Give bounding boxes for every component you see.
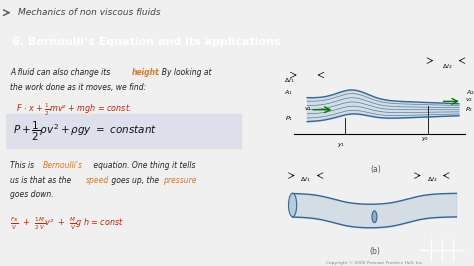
Text: Copyright © 2000 Pearson Prentice Hall, Inc.: Copyright © 2000 Pearson Prentice Hall, … bbox=[326, 261, 423, 265]
Text: $y_2$: $y_2$ bbox=[421, 135, 429, 143]
Text: $P_2$: $P_2$ bbox=[465, 105, 473, 114]
Text: $\Delta l_2$: $\Delta l_2$ bbox=[441, 62, 452, 71]
Text: (a): (a) bbox=[370, 165, 381, 174]
Text: (b): (b) bbox=[369, 247, 380, 256]
Text: equation. One thing it tells: equation. One thing it tells bbox=[91, 161, 196, 170]
Text: . By looking at: . By looking at bbox=[157, 68, 211, 77]
Text: $P_1$: $P_1$ bbox=[285, 114, 293, 123]
FancyBboxPatch shape bbox=[6, 114, 242, 149]
Text: A fluid can also change its: A fluid can also change its bbox=[10, 68, 113, 77]
Text: speed: speed bbox=[86, 176, 109, 185]
Ellipse shape bbox=[372, 211, 377, 223]
Text: $v_1$: $v_1$ bbox=[304, 105, 312, 113]
Text: $A_2$: $A_2$ bbox=[466, 88, 474, 97]
Text: goes up, the: goes up, the bbox=[109, 176, 161, 185]
Text: goes down.: goes down. bbox=[10, 190, 54, 199]
Text: us is that as the: us is that as the bbox=[10, 176, 74, 185]
Text: $A_1$: $A_1$ bbox=[284, 88, 293, 97]
Text: F $\cdot$ x + $\frac{1}{2}$mv² + mgh = const.: F $\cdot$ x + $\frac{1}{2}$mv² + mgh = c… bbox=[16, 102, 132, 118]
Text: height: height bbox=[131, 68, 159, 77]
Text: $v_2$: $v_2$ bbox=[465, 96, 473, 104]
Text: $P + \dfrac{1}{2}\rho v^2 + \rho gy\ =\ \mathit{constant}$: $P + \dfrac{1}{2}\rho v^2 + \rho gy\ =\ … bbox=[13, 120, 157, 143]
Text: $\Delta l_1$: $\Delta l_1$ bbox=[284, 76, 294, 85]
Text: This is: This is bbox=[10, 161, 37, 170]
Text: Mechanics of non viscous fluids: Mechanics of non viscous fluids bbox=[18, 8, 161, 17]
Text: pressure: pressure bbox=[163, 176, 196, 185]
Text: $\frac{Fx}{V}$  +  $\frac{1}{2}\frac{M}{V}$v²  +  $\frac{M}{V}$g h = const: $\frac{Fx}{V}$ + $\frac{1}{2}\frac{M}{V}… bbox=[10, 215, 124, 232]
Text: $\Delta l_1$: $\Delta l_1$ bbox=[301, 176, 311, 184]
Text: the work done as it moves, we find:: the work done as it moves, we find: bbox=[10, 83, 146, 92]
Text: $y_1$: $y_1$ bbox=[337, 141, 346, 149]
Ellipse shape bbox=[289, 193, 297, 217]
Text: Bernoulli's: Bernoulli's bbox=[43, 161, 83, 170]
Text: $\Delta l_2$: $\Delta l_2$ bbox=[427, 176, 437, 184]
Text: 6. Bernoulli’s Equation and its applications: 6. Bernoulli’s Equation and its applicat… bbox=[12, 37, 280, 47]
